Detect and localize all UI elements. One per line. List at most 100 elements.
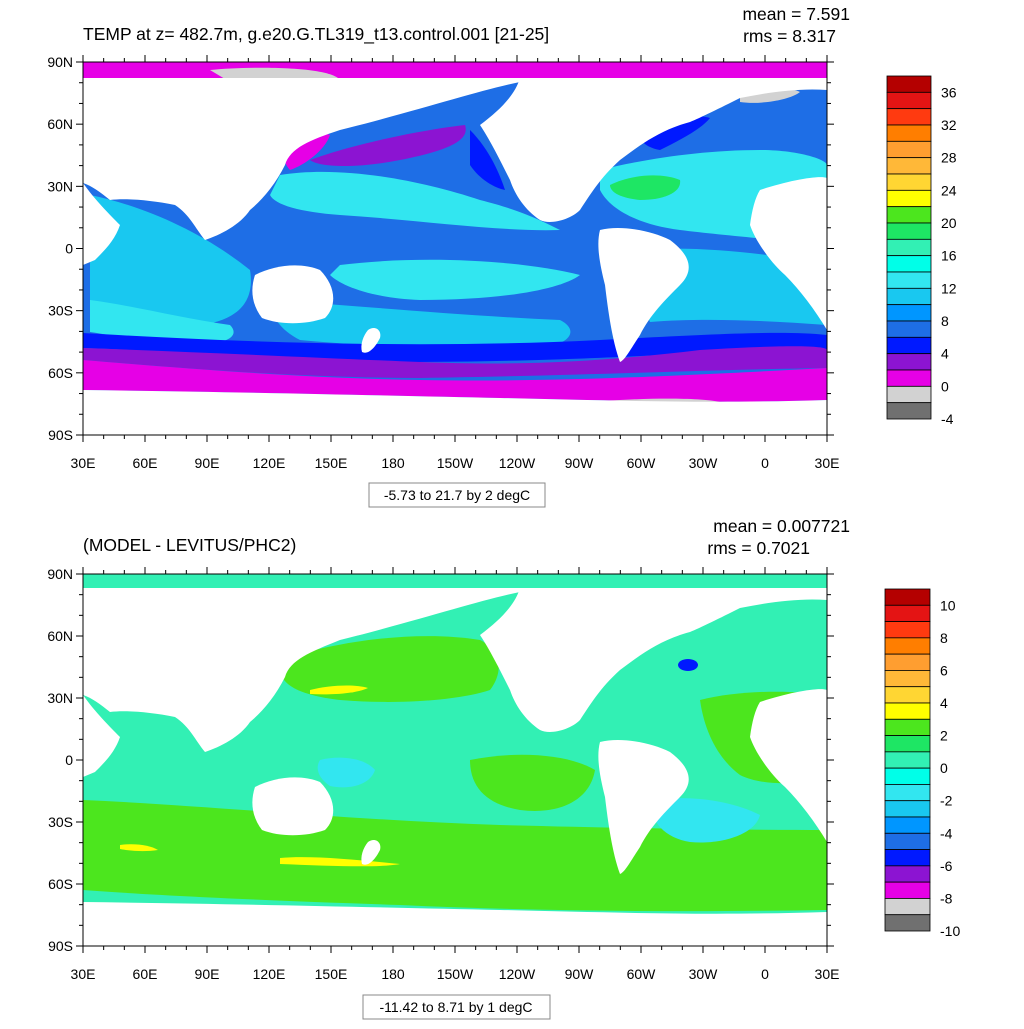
- colorbar-label: 10: [940, 597, 956, 613]
- lon-label: 0: [761, 455, 769, 471]
- diff-hot-band-south: [280, 857, 400, 867]
- lon-label: 120E: [253, 966, 286, 982]
- southern-ocean-magenta: [83, 360, 827, 402]
- lon-label: 0: [761, 966, 769, 982]
- lat-label: 0: [65, 752, 73, 768]
- lon-label: 150E: [315, 455, 348, 471]
- colorbar-swatch: [884, 898, 931, 916]
- lon-label: 180: [381, 966, 405, 982]
- colorbar-swatch: [884, 832, 931, 850]
- colorbar-swatch: [884, 735, 931, 753]
- lon-label: 90W: [565, 966, 595, 982]
- colorbar-swatch: [884, 718, 931, 736]
- land-africa-west-2: [750, 689, 827, 842]
- panel-top-mean: mean = 7.591: [742, 4, 850, 24]
- indian-ocean-mid: [90, 195, 251, 327]
- colorbar-swatch: [884, 621, 931, 639]
- colorbar-swatch: [886, 75, 932, 93]
- colorbar-label: 6: [940, 662, 948, 678]
- lat-label: 30N: [47, 178, 73, 194]
- colorbar-swatch: [884, 849, 931, 867]
- colorbar-swatch: [884, 670, 931, 688]
- land-africa-east-2: [83, 695, 120, 777]
- panel-top-contour-info: -5.73 to 21.7 by 2 degC: [384, 487, 530, 503]
- colorbar-swatch: [886, 238, 932, 257]
- land-south-america: [598, 228, 689, 362]
- arctic-ocean: [83, 62, 827, 80]
- colorbar-swatch: [886, 108, 932, 126]
- land-greenland: [590, 80, 700, 115]
- colorbar-label: -4: [940, 825, 953, 841]
- land-new-zealand-2: [361, 839, 381, 865]
- colorbar-swatch: [884, 767, 931, 785]
- land-australia: [252, 265, 334, 324]
- sargasso-subtropical: [610, 175, 681, 200]
- land-eurasia: [83, 78, 520, 240]
- colorbar-label: 36: [941, 84, 957, 100]
- colorbar-label: -8: [940, 890, 953, 906]
- lon-label: 60W: [627, 966, 657, 982]
- panel-bottom-mean: mean = 0.007721: [713, 516, 850, 536]
- lat-label: 90N: [47, 54, 73, 70]
- colorbar-label: 0: [940, 760, 948, 776]
- colorbar-label: 8: [940, 630, 948, 646]
- colorbar-swatch: [886, 124, 932, 142]
- lat-label: 0: [65, 241, 73, 257]
- panel-bottom-contour-info: -11.42 to 8.71 by 1 degC: [379, 999, 532, 1015]
- land-antarctica-2: [83, 902, 827, 946]
- colorbar-label: 28: [941, 150, 957, 166]
- panel-top-title: TEMP at z= 482.7m, g.e20.G.TL319_t13.con…: [83, 24, 549, 45]
- colorbar-swatch: [886, 385, 932, 404]
- colorbar-label: -2: [940, 793, 953, 809]
- land-africa-west: [750, 177, 827, 330]
- colorbar-label: 16: [941, 248, 957, 264]
- lon-label: 30E: [71, 455, 96, 471]
- map-top: [83, 62, 827, 435]
- colorbar-label: -6: [940, 858, 953, 874]
- lon-label: 30E: [71, 966, 96, 982]
- south-pacific-warm-band: [330, 259, 580, 300]
- panel-bottom-contour-info-box: [362, 994, 551, 1020]
- lat-label: 60N: [47, 628, 73, 644]
- lat-label: 90S: [48, 938, 73, 954]
- panel-bottom-title: (MODEL - LEVITUS/PHC2): [83, 535, 296, 555]
- colorbar-label: 4: [940, 695, 948, 711]
- north-pacific-cold: [470, 130, 505, 190]
- colorbar-label: 4: [941, 346, 949, 362]
- colorbar-label: -4: [941, 411, 954, 427]
- diff-positive-east-pacific: [470, 754, 595, 811]
- diff-cold-spot-north-atlantic: [678, 659, 698, 671]
- colorbar-swatch: [884, 702, 931, 720]
- colorbar-label: 2: [940, 728, 948, 744]
- lon-label: 120W: [499, 455, 536, 471]
- colorbar-swatch: [884, 881, 931, 899]
- colorbar-swatch: [884, 588, 931, 606]
- panel-top-contour-info-box: [368, 482, 546, 508]
- colorbar-swatch: [886, 189, 932, 208]
- panel-top: TEMP at z= 482.7m, g.e20.G.TL319_t13.con…: [47, 4, 957, 508]
- colorbar-swatch: [884, 637, 931, 655]
- diff-negative-indonesia: [317, 757, 375, 788]
- lon-label: 30W: [689, 455, 719, 471]
- colorbar-swatch: [884, 686, 931, 704]
- colorbar-swatch: [886, 304, 932, 322]
- colorbar-bottom: 10 8 6 4 2 0 -2 -4 -6 -8 -10: [884, 588, 960, 939]
- lat-label: 60S: [48, 365, 73, 381]
- colorbar-top: 36 32 28 24 20 16 12 8 4 0 -4: [886, 75, 957, 427]
- colorbar-swatch: [884, 865, 931, 883]
- colorbar-swatch: [886, 255, 932, 273]
- southern-ocean-purple: [83, 346, 827, 378]
- colorbar-swatch: [886, 140, 932, 159]
- lon-label: 150W: [437, 966, 474, 982]
- north-pacific-warm-band: [270, 171, 560, 231]
- panel-top-rms: rms = 8.317: [743, 26, 836, 46]
- lon-label: 30E: [815, 455, 840, 471]
- land-australia-2: [252, 777, 334, 836]
- lon-label: 30E: [815, 966, 840, 982]
- colorbar-swatch: [884, 653, 931, 671]
- lat-label: 30N: [47, 690, 73, 706]
- bering-purple: [310, 125, 466, 166]
- colorbar-swatch: [886, 336, 932, 355]
- colorbar-swatch: [886, 320, 932, 338]
